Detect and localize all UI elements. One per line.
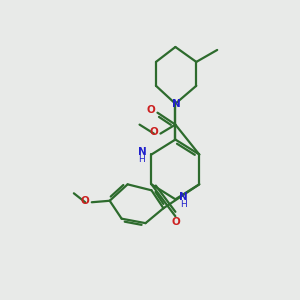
Text: H: H: [139, 155, 145, 164]
Text: N: N: [172, 99, 180, 109]
Text: O: O: [146, 105, 155, 115]
Text: H: H: [180, 200, 187, 209]
Text: N: N: [138, 147, 146, 157]
Text: O: O: [149, 127, 158, 137]
Text: N: N: [179, 192, 188, 202]
Text: O: O: [81, 196, 90, 206]
Text: O: O: [171, 217, 180, 227]
